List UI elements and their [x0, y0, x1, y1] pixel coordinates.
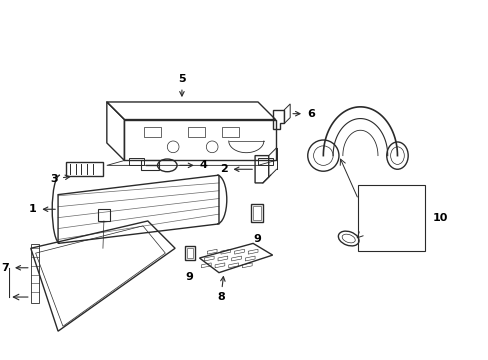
Bar — [66, 162, 102, 176]
Text: 4: 4 — [180, 160, 207, 170]
Text: 2: 2 — [220, 164, 252, 174]
Text: 7: 7 — [1, 263, 28, 273]
Text: 9: 9 — [185, 272, 193, 282]
Bar — [31, 244, 39, 303]
Bar — [184, 246, 194, 260]
Bar — [258, 158, 272, 165]
Text: 6: 6 — [292, 109, 314, 119]
Bar — [98, 209, 109, 221]
Text: 10: 10 — [432, 213, 447, 223]
Bar — [186, 248, 192, 258]
Bar — [222, 127, 239, 137]
Bar — [143, 127, 161, 137]
Bar — [251, 204, 263, 222]
Bar — [141, 161, 158, 170]
Text: 1: 1 — [29, 204, 55, 214]
Bar — [129, 158, 143, 165]
Bar — [358, 185, 424, 251]
Text: 9: 9 — [253, 234, 261, 244]
Text: 5: 5 — [178, 75, 185, 96]
Bar — [253, 206, 261, 220]
Text: 8: 8 — [217, 276, 224, 302]
Bar — [187, 127, 205, 137]
Text: 3: 3 — [50, 174, 70, 184]
